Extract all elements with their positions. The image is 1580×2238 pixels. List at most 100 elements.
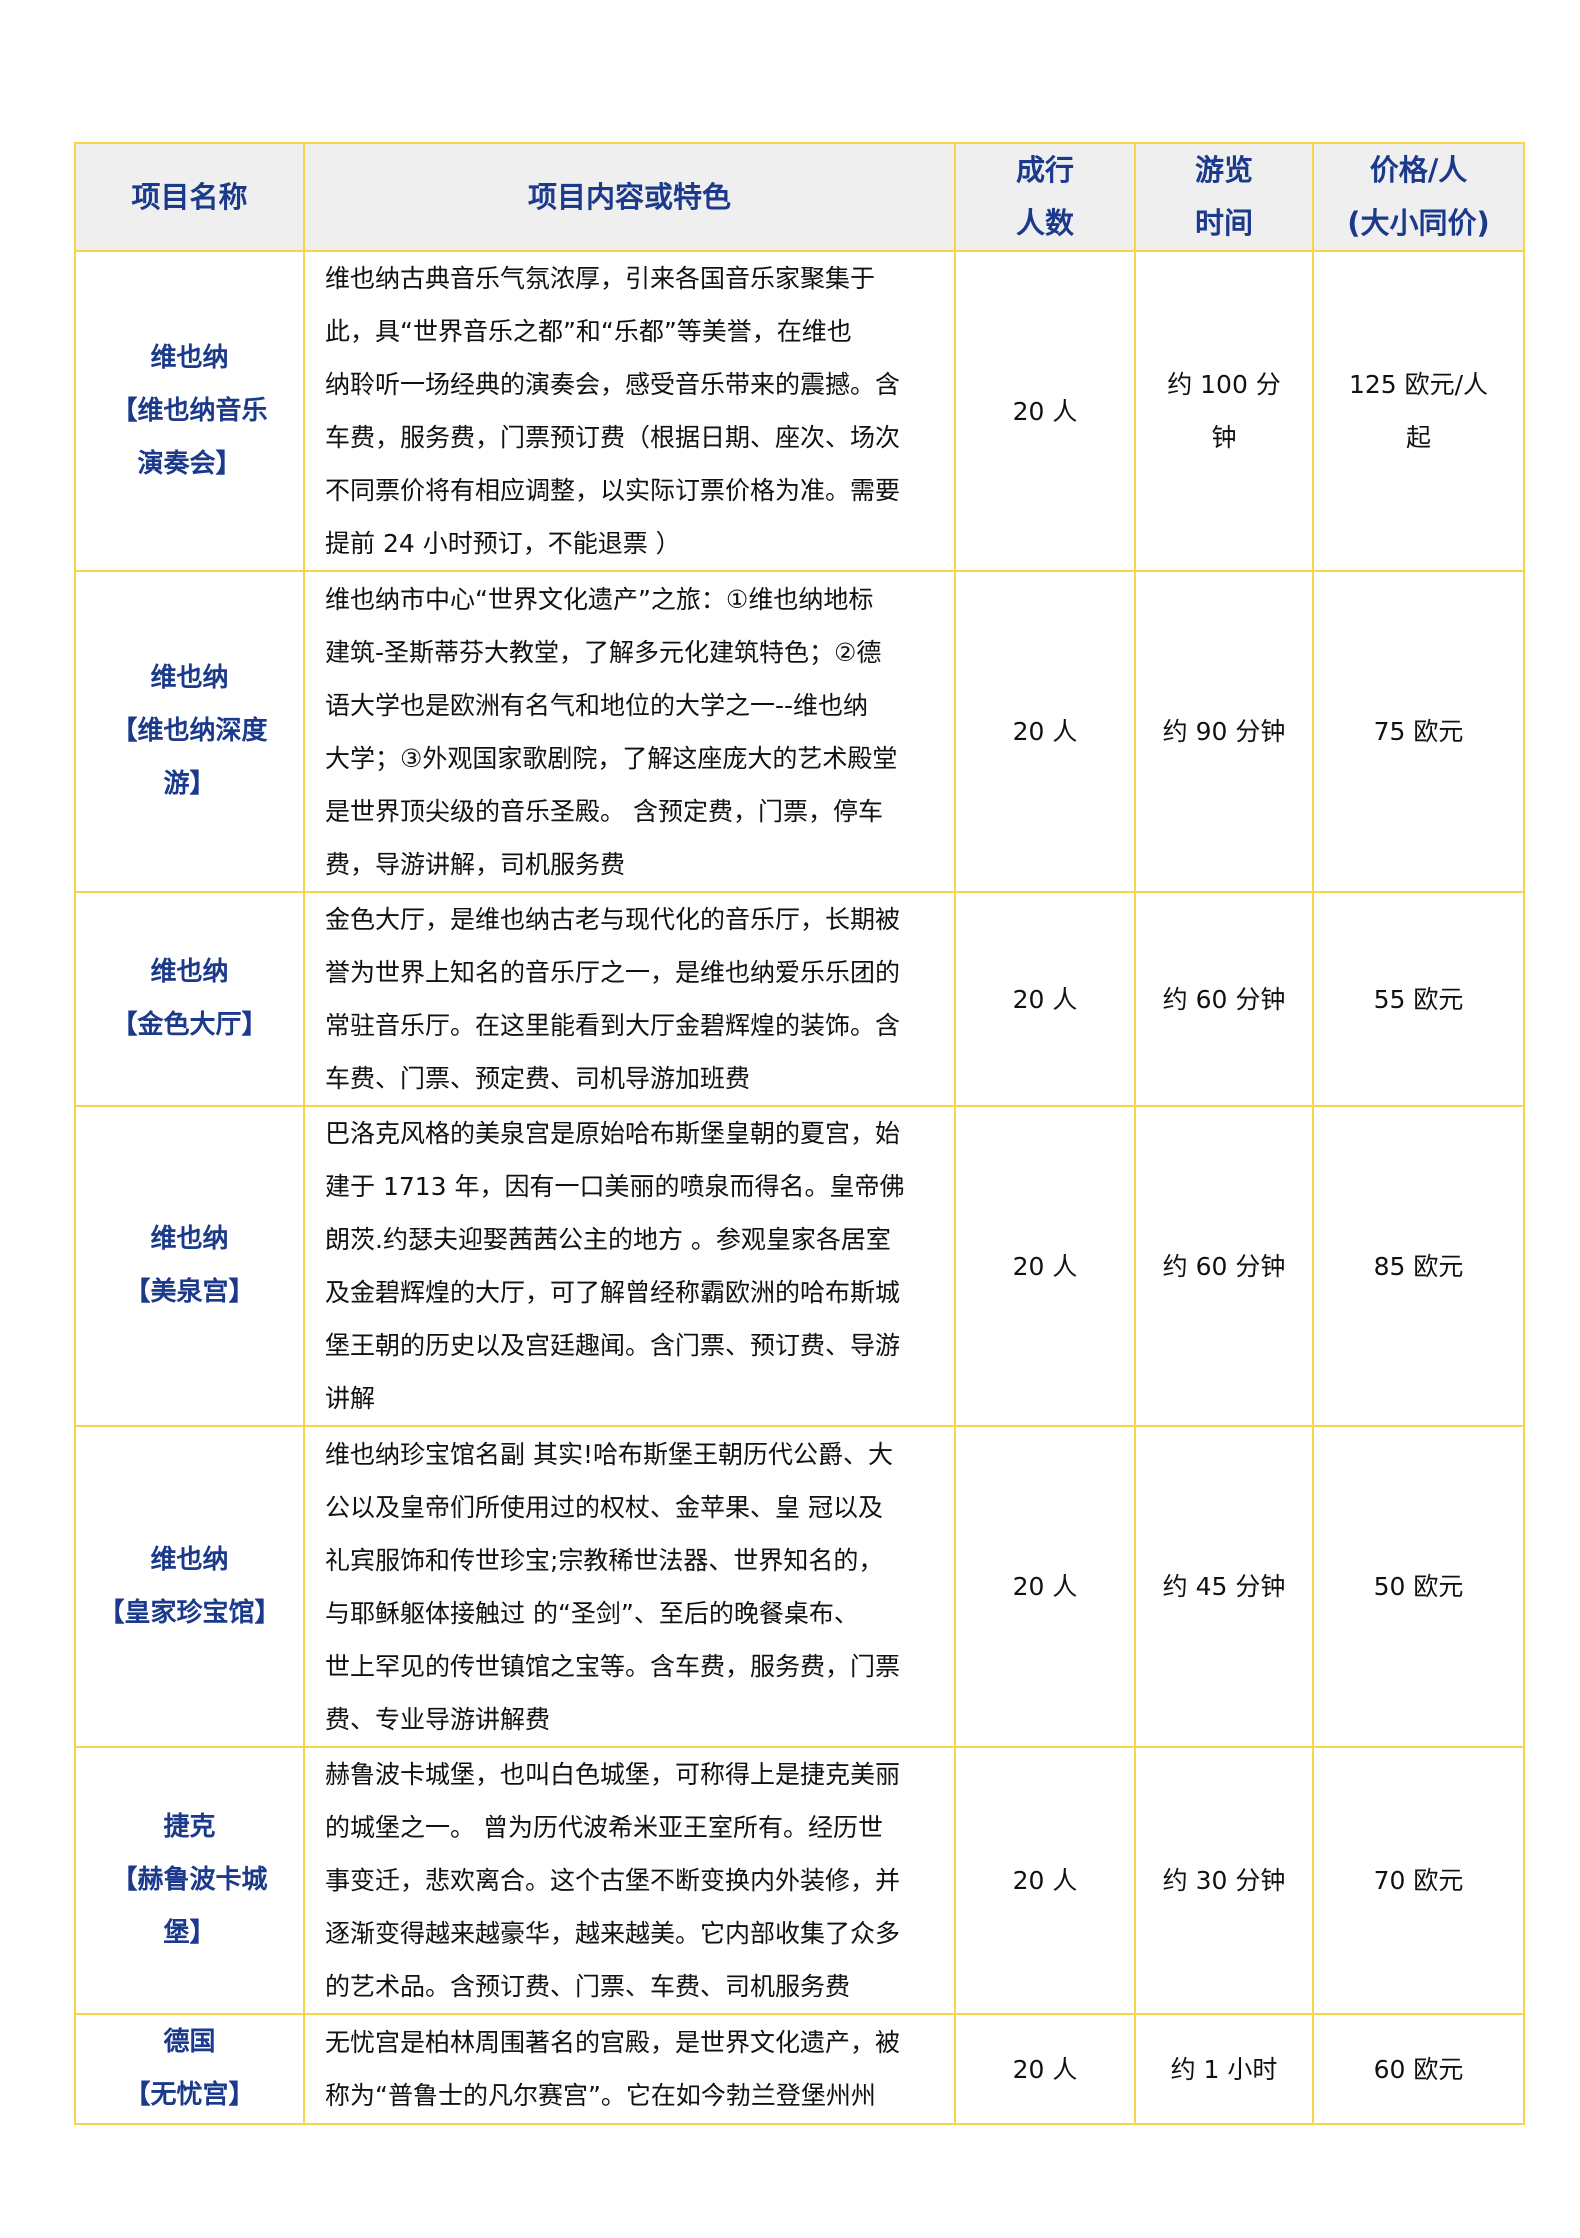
item-name-line: 维也纳 [150,342,229,373]
item-description-line: 不同票价将有相应调整，以实际订票价格为准。需要 [325,476,901,505]
item-description-line: 讲解 [325,1384,376,1413]
header-price: 价格/人 (大小同价) [1312,142,1525,252]
duration-line: 钟 [1211,423,1237,452]
group-size-line: 20 人 [1012,2054,1078,2084]
item-description-line: 费，导游讲解，司机服务费 [325,849,626,879]
item-description-cell: 无忧宫是柏林周围著名的宫殿，是世界文化遗产，被 称为“普鲁士的凡尔赛宫”。它在如今… [303,2013,956,2125]
item-description-line: 是世界顶尖级的音乐圣殿。 含预定费，门票，停车 [325,796,883,826]
price-cell: 125 欧元/人起 [1312,250,1525,572]
price-cell: 50 欧元 [1312,1425,1525,1748]
item-description-line: 的艺术品。含预订费、门票、车费、司机服务费 [325,1972,851,2001]
item-description-line: 的城堡之一。 曾为历代波希米亚王室所有。经历世 [325,1813,883,1842]
item-description-line: 及金碧辉煌的大厅，可了解曾经称霸欧洲的哈布斯城 [325,1278,901,1307]
group-size-cell: 20 人 [954,570,1136,893]
duration-cell: 约 60 分钟 [1134,891,1314,1107]
table-row: 维也纳 【美泉宫】 巴洛克风格的美泉宫是原始哈布斯堡皇朝的夏宫，始 建于 1713 年… [74,1105,1525,1427]
item-description-line: 堡王朝的历史以及宫廷趣闻。含门票、预订费、导游 [325,1331,901,1360]
item-name-cell: 捷克 【赫鲁波卡城 堡】 [74,1746,305,2015]
price-cell: 70 欧元 [1312,1746,1525,2015]
item-description-line: 朗茨.约瑟夫迎娶茜茜公主的地方 。参观皇家各居室 [325,1225,891,1254]
duration-line: 约 30 分钟 [1162,1866,1286,1895]
item-name-line: 【维也纳音乐 [111,395,268,426]
item-name-line: 维也纳 [150,1224,229,1254]
price-cell: 75 欧元 [1312,570,1525,893]
price-cell: 60 欧元 [1312,2013,1525,2125]
item-description-line: 车费、门票、预定费、司机导游加班费 [325,1064,751,1093]
item-description-line: 赫鲁波卡城堡，也叫白色城堡，可称得上是捷克美丽 [325,1760,901,1789]
duration-cell: 约 100 分钟 [1134,250,1314,572]
item-name-line: 堡】 [163,1918,216,1948]
item-name-line: 维也纳 [150,663,229,693]
item-description-line: 语大学也是欧洲有名气和地位的大学之一--维也纳 [325,690,869,720]
price-line: 85 欧元 [1373,1251,1464,1281]
price-line: 起 [1405,423,1431,452]
header-people-line: 成行 [1015,153,1074,187]
group-size-line: 20 人 [1012,1866,1078,1895]
item-name-cell: 维也纳 【金色大厅】 [74,891,305,1107]
item-description-line: 金色大厅，是维也纳古老与现代化的音乐厅，长期被 [325,905,901,934]
table-row: 维也纳 【维也纳深度 游】 维也纳市中心“世界文化遗产”之旅：①维也纳地标 建筑-圣斯蒂… [74,570,1525,893]
group-size-cell: 20 人 [954,2013,1136,2125]
item-description-line: 维也纳古典音乐气氛浓厚，引来各国音乐家聚集于 [325,264,876,293]
duration-line: 约 1 小时 [1170,2054,1278,2084]
table-row: 维也纳 【维也纳音乐 演奏会】 维也纳古典音乐气氛浓厚，引来各国音乐家聚集于 此，具“世… [74,250,1525,572]
header-time: 游览 时间 [1134,142,1314,252]
item-description-line: 逐渐变得越来越豪华，越来越美。它内部收集了众多 [325,1919,901,1948]
table-row: 维也纳 【金色大厅】 金色大厅，是维也纳古老与现代化的音乐厅，长期被 誉为世界上知名的… [74,891,1525,1107]
duration-cell: 约 60 分钟 [1134,1105,1314,1427]
price-line: 55 欧元 [1373,984,1464,1014]
price-line: 70 欧元 [1373,1866,1464,1895]
item-description-line: 费、专业导游讲解费 [325,1704,551,1734]
item-description-line: 公以及皇帝们所使用过的权杖、金苹果、皇 冠以及 [325,1492,883,1522]
item-name-line: 演奏会】 [137,448,242,479]
item-description-line: 车费，服务费，门票预订费（根据日期、座次、场次 [325,423,901,452]
group-size-line: 20 人 [1012,984,1078,1014]
price-line: 125 欧元/人 [1348,370,1489,399]
duration-line: 约 60 分钟 [1162,984,1286,1014]
group-size-cell: 20 人 [954,1746,1136,2015]
item-description-line: 称为“普鲁士的凡尔赛宫”。它在如今勃兰登堡州州 [325,2081,876,2110]
price-line: 50 欧元 [1373,1572,1464,1601]
item-name-line: 【美泉宫】 [124,1277,255,1307]
tour-items-table: 项目名称 项目内容或特色 成行 人数 游览 时间 价格/人 (大小同价) 维也纳 【维也… [74,142,1525,2125]
item-name-cell: 维也纳【皇家珍宝馆】 [74,1425,305,1748]
duration-line: 约 45 分钟 [1162,1572,1286,1601]
item-name-line: 【金色大厅】 [111,1010,268,1040]
item-description-cell: 维也纳珍宝馆名副 其实!哈布斯堡王朝历代公爵、大 公以及皇帝们所使用过的权杖、金苹… [303,1425,956,1748]
item-description-line: 巴洛克风格的美泉宫是原始哈布斯堡皇朝的夏宫，始 [325,1119,901,1148]
item-description-line: 事变迁，悲欢离合。这个古堡不断变换内外装修，并 [325,1866,901,1895]
group-size-line: 20 人 [1012,1251,1078,1281]
header-time-line: 时间 [1194,206,1253,240]
header-price-line: 价格/人 [1369,153,1468,187]
item-description-line: 建筑-圣斯蒂芬大教堂，了解多元化建筑特色；②德 [325,637,882,667]
price-cell: 55 欧元 [1312,891,1525,1107]
item-description-line: 与耶稣躯体接触过 的“圣剑”、至后的晚餐桌布、 [325,1598,859,1628]
group-size-line: 20 人 [1012,717,1078,746]
header-name-line: 项目名称 [131,179,248,214]
header-people-line: 人数 [1015,206,1074,240]
group-size-cell: 20 人 [954,1105,1136,1427]
item-description-cell: 赫鲁波卡城堡，也叫白色城堡，可称得上是捷克美丽 的城堡之一。 曾为历代波希米亚王室… [303,1746,956,2015]
item-name-line: 【皇家珍宝馆】 [98,1597,281,1628]
price-line: 60 欧元 [1373,2054,1464,2084]
item-description-cell: 维也纳古典音乐气氛浓厚，引来各国音乐家聚集于 此，具“世界音乐之都”和“乐都”等美… [303,250,956,572]
item-description-cell: 巴洛克风格的美泉宫是原始哈布斯堡皇朝的夏宫，始 建于 1713 年，因有一口美丽的… [303,1105,956,1427]
header-price-line: (大小同价) [1347,206,1490,240]
item-name-line: 维也纳 [150,1544,229,1575]
table-row: 德国 【无忧宫】 无忧宫是柏林周围著名的宫殿，是世界文化遗产，被 称为“普鲁士的凡尔赛… [74,2013,1525,2125]
item-name-line: 德国 [163,2027,216,2057]
table-body: 维也纳 【维也纳音乐 演奏会】 维也纳古典音乐气氛浓厚，引来各国音乐家聚集于 此，具“世… [74,250,1525,2125]
group-size-cell: 20 人 [954,250,1136,572]
item-name-cell: 维也纳【维也纳音乐 演奏会】 [74,250,305,572]
group-size-line: 20 人 [1012,396,1078,426]
header-content-line: 项目内容或特色 [527,179,731,214]
group-size-cell: 20 人 [954,1425,1136,1748]
item-name-line: 维也纳 [150,957,229,987]
item-name-line: 【赫鲁波卡城 [111,1865,268,1895]
item-name-cell: 维也纳 【美泉宫】 [74,1105,305,1427]
table-row: 维也纳【皇家珍宝馆】 维也纳珍宝馆名副 其实!哈布斯堡王朝历代公爵、大 公以及皇帝们… [74,1425,1525,1748]
item-description-line: 提前 24 小时预订，不能退票 ） [325,529,681,558]
item-name-cell: 德国 【无忧宫】 [74,2013,305,2125]
item-name-line: 【无忧宫】 [124,2080,255,2110]
item-description-cell: 金色大厅，是维也纳古老与现代化的音乐厅，长期被 誉为世界上知名的音乐厅之一，是维也… [303,891,956,1107]
